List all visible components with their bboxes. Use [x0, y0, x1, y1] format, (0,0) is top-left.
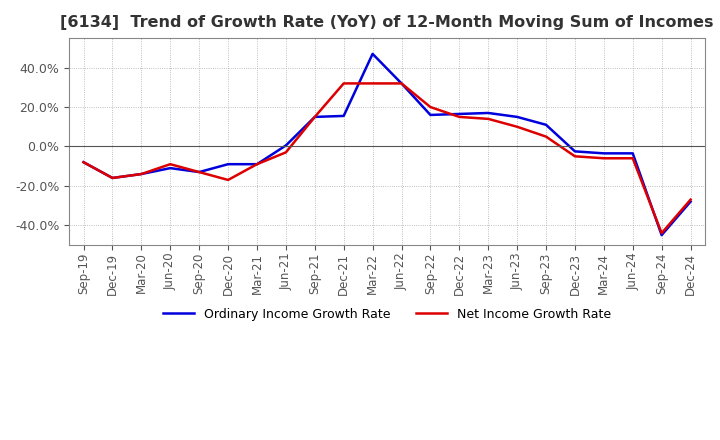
Net Income Growth Rate: [253, 161, 261, 167]
Line: Ordinary Income Growth Rate: Ordinary Income Growth Rate: [84, 54, 690, 235]
Net Income Growth Rate: [166, 161, 174, 167]
Ordinary Income Growth Rate: [79, 160, 88, 165]
Ordinary Income Growth Rate: [600, 151, 608, 156]
Net Income Growth Rate: [310, 114, 319, 120]
Legend: Ordinary Income Growth Rate, Net Income Growth Rate: Ordinary Income Growth Rate, Net Income …: [158, 303, 616, 326]
Net Income Growth Rate: [600, 156, 608, 161]
Ordinary Income Growth Rate: [137, 172, 145, 177]
Net Income Growth Rate: [657, 231, 666, 236]
Net Income Growth Rate: [137, 172, 145, 177]
Net Income Growth Rate: [513, 124, 521, 129]
Ordinary Income Growth Rate: [513, 114, 521, 120]
Net Income Growth Rate: [339, 81, 348, 86]
Net Income Growth Rate: [195, 169, 204, 175]
Net Income Growth Rate: [397, 81, 406, 86]
Ordinary Income Growth Rate: [368, 51, 377, 56]
Ordinary Income Growth Rate: [253, 161, 261, 167]
Ordinary Income Growth Rate: [484, 110, 492, 116]
Ordinary Income Growth Rate: [195, 169, 204, 175]
Ordinary Income Growth Rate: [224, 161, 233, 167]
Ordinary Income Growth Rate: [282, 143, 290, 148]
Ordinary Income Growth Rate: [108, 175, 117, 180]
Net Income Growth Rate: [368, 81, 377, 86]
Ordinary Income Growth Rate: [166, 165, 174, 171]
Net Income Growth Rate: [541, 134, 550, 139]
Ordinary Income Growth Rate: [426, 112, 435, 117]
Net Income Growth Rate: [79, 160, 88, 165]
Ordinary Income Growth Rate: [310, 114, 319, 120]
Net Income Growth Rate: [455, 114, 464, 120]
Net Income Growth Rate: [224, 177, 233, 183]
Net Income Growth Rate: [282, 150, 290, 155]
Ordinary Income Growth Rate: [686, 199, 695, 204]
Ordinary Income Growth Rate: [397, 81, 406, 86]
Net Income Growth Rate: [629, 156, 637, 161]
Net Income Growth Rate: [484, 116, 492, 121]
Ordinary Income Growth Rate: [339, 113, 348, 118]
Ordinary Income Growth Rate: [571, 149, 580, 154]
Ordinary Income Growth Rate: [657, 232, 666, 238]
Net Income Growth Rate: [571, 154, 580, 159]
Line: Net Income Growth Rate: Net Income Growth Rate: [84, 84, 690, 233]
Ordinary Income Growth Rate: [455, 111, 464, 117]
Net Income Growth Rate: [686, 197, 695, 202]
Net Income Growth Rate: [426, 104, 435, 110]
Ordinary Income Growth Rate: [629, 151, 637, 156]
Ordinary Income Growth Rate: [541, 122, 550, 128]
Net Income Growth Rate: [108, 175, 117, 180]
Title: [6134]  Trend of Growth Rate (YoY) of 12-Month Moving Sum of Incomes: [6134] Trend of Growth Rate (YoY) of 12-…: [60, 15, 714, 30]
